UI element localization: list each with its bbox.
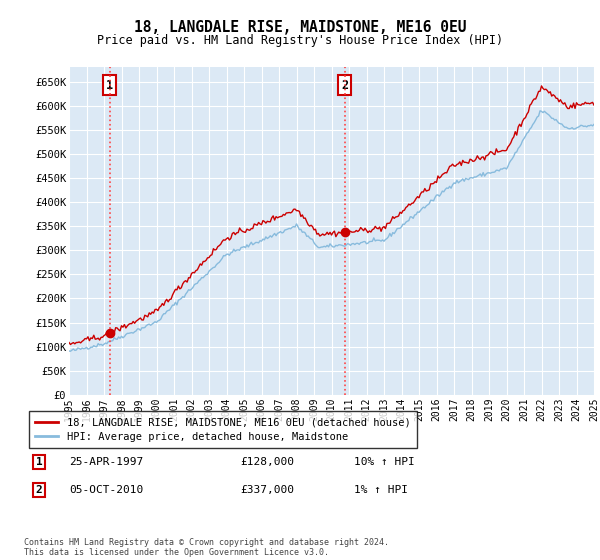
Text: 05-OCT-2010: 05-OCT-2010 bbox=[69, 485, 143, 495]
Text: Contains HM Land Registry data © Crown copyright and database right 2024.
This d: Contains HM Land Registry data © Crown c… bbox=[24, 538, 389, 557]
Text: 1: 1 bbox=[35, 457, 43, 467]
Text: 2: 2 bbox=[341, 79, 348, 92]
Text: £337,000: £337,000 bbox=[240, 485, 294, 495]
Text: £128,000: £128,000 bbox=[240, 457, 294, 467]
Text: 10% ↑ HPI: 10% ↑ HPI bbox=[354, 457, 415, 467]
Text: 1% ↑ HPI: 1% ↑ HPI bbox=[354, 485, 408, 495]
Legend: 18, LANGDALE RISE, MAIDSTONE, ME16 0EU (detached house), HPI: Average price, det: 18, LANGDALE RISE, MAIDSTONE, ME16 0EU (… bbox=[29, 411, 417, 448]
Text: Price paid vs. HM Land Registry's House Price Index (HPI): Price paid vs. HM Land Registry's House … bbox=[97, 34, 503, 46]
Text: 18, LANGDALE RISE, MAIDSTONE, ME16 0EU: 18, LANGDALE RISE, MAIDSTONE, ME16 0EU bbox=[134, 20, 466, 35]
Text: 25-APR-1997: 25-APR-1997 bbox=[69, 457, 143, 467]
Text: 1: 1 bbox=[106, 79, 113, 92]
Text: 2: 2 bbox=[35, 485, 43, 495]
